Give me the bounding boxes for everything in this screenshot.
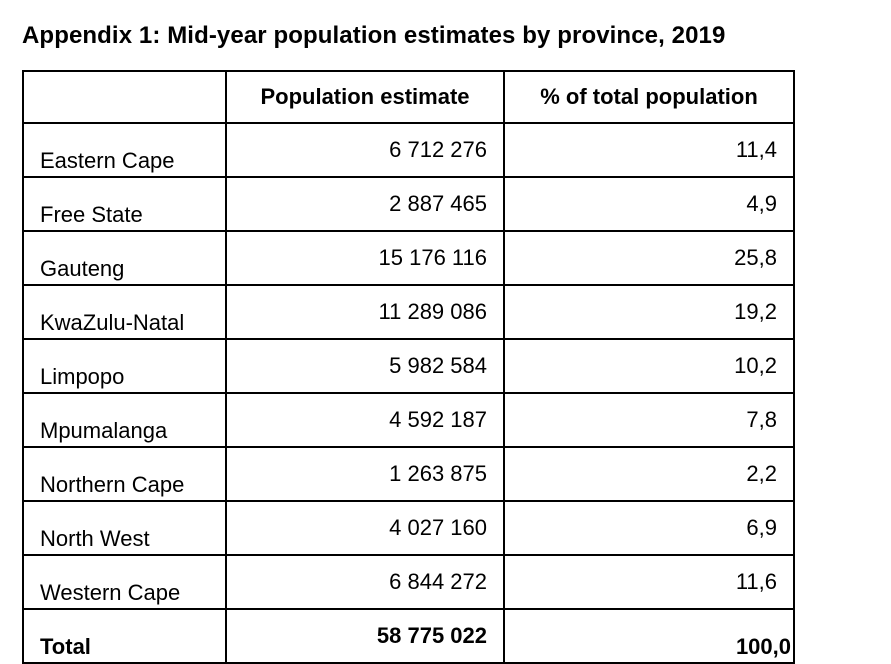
population-cell: 5 982 584	[225, 338, 505, 394]
province-cell: Gauteng	[22, 230, 227, 286]
table-row: Northern Cape 1 263 875 2,2	[22, 446, 795, 502]
percent-cell: 11,6	[503, 554, 795, 610]
population-cell: 15 176 116	[225, 230, 505, 286]
table-total-row: Total 58 775 022 100,0	[22, 608, 795, 664]
header-percent-total: % of total population	[503, 70, 795, 124]
province-cell: Western Cape	[22, 554, 227, 610]
population-cell: 4 592 187	[225, 392, 505, 448]
province-cell: KwaZulu-Natal	[22, 284, 227, 340]
province-cell: Free State	[22, 176, 227, 232]
province-cell: Total	[22, 608, 227, 664]
province-cell: Limpopo	[22, 338, 227, 394]
table-row: Western Cape 6 844 272 11,6	[22, 554, 795, 610]
province-cell: Eastern Cape	[22, 122, 227, 178]
percent-cell: 7,8	[503, 392, 795, 448]
header-empty-cell	[22, 70, 227, 124]
percent-cell: 11,4	[503, 122, 795, 178]
table-row: Limpopo 5 982 584 10,2	[22, 338, 795, 394]
population-cell: 2 887 465	[225, 176, 505, 232]
percent-cell: 25,8	[503, 230, 795, 286]
population-table-body: Population estimate % of total populatio…	[22, 70, 795, 664]
province-cell: Mpumalanga	[22, 392, 227, 448]
province-cell: Northern Cape	[22, 446, 227, 502]
table-row: Mpumalanga 4 592 187 7,8	[22, 392, 795, 448]
population-cell: 1 263 875	[225, 446, 505, 502]
population-cell: 6 844 272	[225, 554, 505, 610]
province-cell: North West	[22, 500, 227, 556]
population-cell: 6 712 276	[225, 122, 505, 178]
table-row: Eastern Cape 6 712 276 11,4	[22, 122, 795, 178]
header-population-estimate: Population estimate	[225, 70, 505, 124]
percent-cell: 6,9	[503, 500, 795, 556]
percent-cell: 19,2	[503, 284, 795, 340]
table-row: Free State 2 887 465 4,9	[22, 176, 795, 232]
population-cell: 11 289 086	[225, 284, 505, 340]
table-row: KwaZulu-Natal 11 289 086 19,2	[22, 284, 795, 340]
percent-cell: 10,2	[503, 338, 795, 394]
table-row: Gauteng 15 176 116 25,8	[22, 230, 795, 286]
population-cell: 58 775 022	[225, 608, 505, 664]
percent-cell: 100,0	[503, 608, 795, 664]
percent-cell: 4,9	[503, 176, 795, 232]
percent-cell: 2,2	[503, 446, 795, 502]
population-cell: 4 027 160	[225, 500, 505, 556]
table-row: North West 4 027 160 6,9	[22, 500, 795, 556]
page-title: Appendix 1: Mid-year population estimate…	[22, 22, 726, 49]
population-table: Population estimate % of total populatio…	[22, 70, 795, 664]
table-header-row: Population estimate % of total populatio…	[22, 70, 795, 124]
